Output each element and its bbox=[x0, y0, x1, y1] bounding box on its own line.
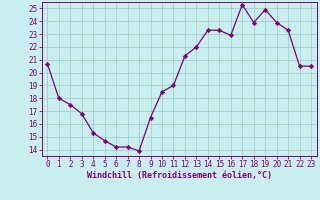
X-axis label: Windchill (Refroidissement éolien,°C): Windchill (Refroidissement éolien,°C) bbox=[87, 171, 272, 180]
